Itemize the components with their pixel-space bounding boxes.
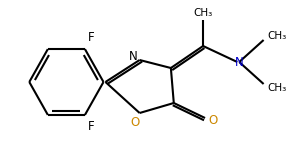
Text: N: N — [235, 55, 244, 69]
Text: O: O — [130, 116, 139, 130]
Text: N: N — [128, 51, 137, 63]
Text: F: F — [88, 120, 95, 133]
Text: F: F — [88, 31, 95, 44]
Text: O: O — [208, 113, 218, 126]
Text: CH₃: CH₃ — [268, 83, 287, 93]
Text: CH₃: CH₃ — [193, 8, 213, 18]
Text: CH₃: CH₃ — [268, 31, 287, 41]
